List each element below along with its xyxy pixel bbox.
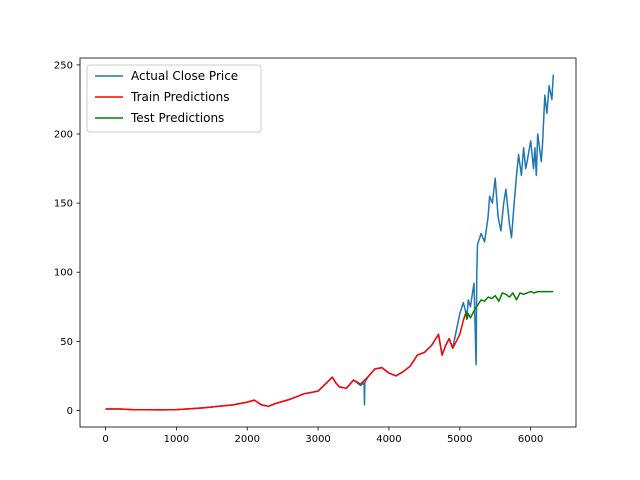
legend-label-1: Train Predictions	[130, 90, 229, 104]
series-line-1	[105, 313, 467, 411]
y-tick-label: 50	[60, 337, 73, 348]
legend-label-0: Actual Close Price	[131, 69, 238, 83]
x-tick-label: 1000	[164, 434, 189, 445]
y-axis: 0 50 100 150 200 250	[54, 60, 80, 417]
x-tick-label: 5000	[447, 434, 472, 445]
y-tick-label: 0	[67, 406, 73, 417]
y-tick-label: 150	[54, 199, 73, 210]
axes-frame	[79, 57, 577, 428]
series-layer	[105, 74, 555, 411]
x-tick-label: 0	[102, 434, 108, 445]
legend-box	[86, 64, 262, 133]
x-tick-label: 4000	[376, 434, 401, 445]
x-axis: 0 1000 2000 3000 4000 5000 6000	[102, 427, 543, 445]
y-tick-label: 250	[54, 60, 73, 71]
series-line-2	[464, 290, 554, 320]
x-tick-label: 2000	[234, 434, 259, 445]
legend: Actual Close Price Train Predictions Test …	[86, 64, 262, 133]
x-tick-label: 6000	[518, 434, 543, 445]
y-tick-label: 100	[54, 268, 73, 279]
y-tick-label: 200	[54, 130, 73, 141]
legend-label-2: Test Predictions	[130, 111, 224, 125]
x-tick-label: 3000	[305, 434, 330, 445]
